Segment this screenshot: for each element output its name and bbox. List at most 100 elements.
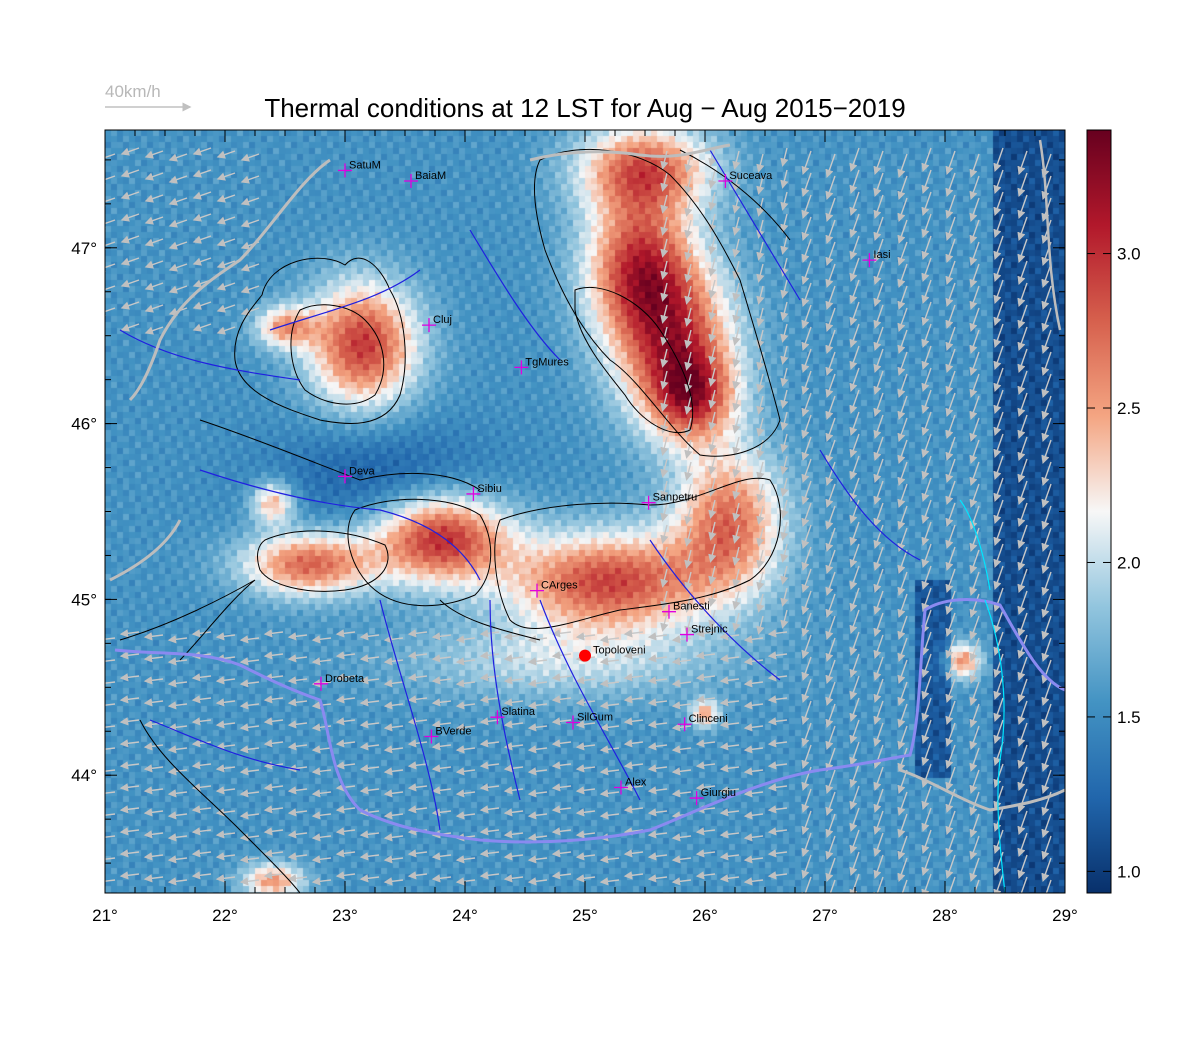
wind-arrow — [143, 632, 164, 641]
wind-arrow — [873, 172, 884, 197]
wind-arrow — [945, 656, 956, 681]
wind-arrow — [921, 345, 932, 370]
wind-arrow — [756, 219, 765, 239]
wind-arrow — [287, 852, 308, 861]
wind-arrow — [215, 720, 236, 729]
wind-arrow — [215, 852, 236, 861]
wind-arrow — [623, 717, 644, 726]
wind-arrow — [119, 739, 140, 748]
wind-arrow — [708, 587, 717, 607]
wind-arrow — [359, 720, 380, 729]
wind-arrow — [527, 877, 548, 886]
wind-arrow — [191, 871, 212, 880]
wind-arrow — [1017, 876, 1028, 893]
wind-arrow — [119, 761, 140, 770]
wind-arrow — [901, 879, 908, 893]
wind-arrow — [407, 783, 428, 792]
wind-arrow — [897, 351, 908, 376]
wind-arrow — [921, 763, 932, 788]
wind-arrow — [780, 455, 789, 475]
wind-arrow — [599, 855, 620, 864]
wind-arrow — [263, 717, 284, 726]
wind-arrow — [455, 679, 476, 688]
wind-arrow — [1041, 703, 1052, 728]
wind-arrow — [1017, 590, 1028, 615]
wind-arrow — [479, 651, 500, 660]
city-label: Drobeta — [325, 673, 365, 685]
wind-arrow — [479, 739, 500, 748]
wind-arrow — [684, 505, 693, 525]
wind-arrow — [215, 786, 236, 795]
wind-arrow — [167, 833, 188, 842]
lat-tick-label: 44° — [71, 766, 97, 785]
wind-arrow — [873, 854, 884, 879]
wind-arrow — [732, 524, 741, 544]
wind-arrow — [801, 678, 812, 703]
wind-arrow — [743, 811, 764, 820]
lat-tick-label: 46° — [71, 415, 97, 434]
city-marker-icon — [718, 173, 733, 188]
wind-arrow — [873, 678, 884, 703]
wind-arrow — [801, 700, 812, 725]
wind-arrow — [732, 392, 741, 412]
wind-arrow — [945, 150, 956, 175]
wind-arrow — [431, 742, 452, 751]
wind-arrow — [708, 169, 717, 189]
wind-arrow — [897, 461, 908, 486]
wind-arrow — [921, 323, 932, 348]
wind-arrow — [849, 257, 860, 282]
wind-arrow — [732, 150, 741, 170]
wind-arrow — [120, 235, 140, 244]
wind-arrow — [873, 634, 884, 659]
wind-arrow — [945, 348, 956, 373]
wind-arrow — [623, 849, 644, 858]
wind-arrow — [1017, 326, 1028, 351]
wind-arrow — [660, 194, 669, 214]
wind-arrow — [1017, 238, 1028, 263]
wind-arrow — [503, 720, 524, 729]
wind-arrow — [873, 788, 884, 813]
wind-arrow — [599, 701, 620, 710]
wind-arrow — [431, 676, 452, 685]
wind-arrow — [743, 877, 764, 886]
wind-arrow — [623, 761, 644, 770]
wind-arrow — [1041, 483, 1052, 508]
longitude-tick-labels: 21° 22° 23° 24° 25° 26° 27° 28° 29° — [92, 906, 1078, 925]
wind-arrow — [993, 235, 1004, 260]
wind-arrow — [873, 876, 884, 893]
wind-arrow — [825, 417, 836, 442]
wind-arrow — [287, 874, 308, 883]
wind-arrow — [780, 367, 789, 387]
wind-arrow — [191, 827, 212, 836]
country-borders — [109, 139, 1065, 812]
wind-arrow — [119, 651, 140, 660]
wind-arrow — [684, 527, 693, 547]
wind-arrow — [671, 833, 692, 842]
map-overlays — [105, 139, 1065, 893]
wind-arrow — [780, 477, 789, 497]
wind-arrow — [551, 761, 572, 770]
wind-arrow — [527, 855, 548, 864]
wind-arrow — [945, 458, 956, 483]
wind-arrow — [120, 191, 140, 200]
wind-arrow — [780, 213, 789, 233]
wind-arrow — [671, 855, 692, 864]
wind-arrow — [825, 351, 836, 376]
wind-arrow — [335, 651, 356, 660]
wind-arrow — [897, 549, 908, 574]
wind-arrow — [287, 830, 308, 839]
wind-arrow — [575, 698, 596, 707]
wind-arrow — [143, 676, 164, 685]
wind-arrow — [623, 783, 644, 792]
wind-arrow — [1017, 854, 1028, 879]
wind-arrow — [993, 345, 1004, 370]
wind-arrow — [143, 720, 164, 729]
wind-arrow — [732, 502, 741, 522]
wind-arrow — [801, 260, 812, 285]
wind-arrow — [993, 191, 1004, 216]
wind-arrow — [708, 191, 717, 211]
wind-arrow — [993, 389, 1004, 414]
city-label: BaiaM — [415, 170, 446, 182]
wind-arrow — [743, 679, 764, 688]
wind-arrow — [503, 808, 524, 817]
